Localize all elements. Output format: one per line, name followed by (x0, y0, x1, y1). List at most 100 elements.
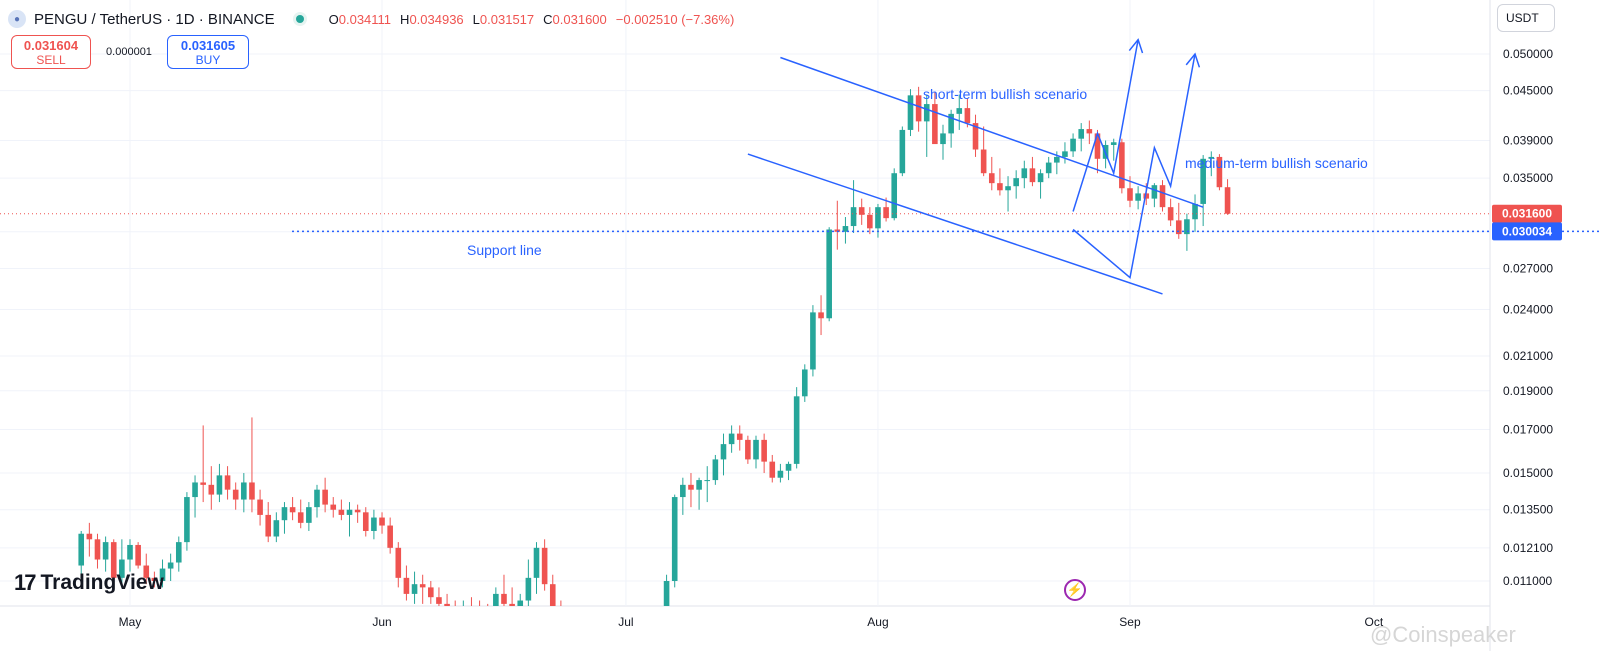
candle-body (956, 108, 963, 114)
candle-body (704, 480, 711, 482)
candle-body (696, 480, 702, 490)
candle-body (1184, 219, 1190, 235)
candle-body (549, 584, 556, 606)
candle-body (403, 577, 410, 594)
candle-body (322, 489, 328, 505)
close-value: 0.031600 (552, 11, 607, 27)
candle-body (720, 444, 727, 460)
candle-body (867, 214, 873, 229)
candle-body (354, 509, 361, 513)
candle-body (736, 433, 743, 440)
high-value: 0.034936 (409, 11, 464, 27)
candle-body (167, 562, 174, 569)
candle-body (249, 482, 255, 500)
candle-body (241, 482, 247, 500)
candle-body (1167, 207, 1174, 221)
buy-button[interactable]: 0.031605 BUY (167, 35, 249, 69)
candle-body (639, 625, 645, 629)
candle-body (517, 600, 524, 606)
low-value: 0.031517 (479, 11, 535, 27)
candle-body (899, 129, 906, 174)
support-price-badge-bg (1492, 222, 1562, 241)
candle-body (826, 229, 832, 319)
last-price-badge: 0.031600 (1502, 207, 1552, 221)
tradingview-mark-icon: 17 (14, 570, 37, 595)
candle-body (1159, 185, 1166, 208)
candle-body (1224, 187, 1231, 214)
candle-body (192, 482, 198, 498)
candle-body (159, 568, 166, 581)
candle-body (306, 507, 312, 523)
time-tick-label: Sep (1119, 615, 1141, 629)
price-tick-label: 0.039000 (1503, 133, 1553, 147)
candle-body (940, 133, 946, 145)
candle-body (135, 544, 141, 566)
price-tick-label: 0.019000 (1503, 384, 1553, 398)
candle-body (574, 621, 580, 625)
candle-body (501, 593, 507, 604)
candle-body (102, 542, 109, 560)
candle-body (379, 517, 385, 526)
price-tick-label: 0.045000 (1503, 84, 1553, 98)
price-tick-label: 0.011000 (1503, 574, 1552, 588)
time-tick-label: Oct (1365, 615, 1384, 629)
candle-body (1151, 185, 1158, 199)
candle-body (648, 621, 654, 625)
candle-body (980, 149, 987, 174)
candle-body (663, 581, 670, 606)
symbol-title[interactable]: PENGU / TetherUS · 1D · BINANCE (34, 10, 275, 28)
ohlc-values: O0.034111 H0.034936 L0.031517 C0.031600 … (328, 11, 735, 27)
candle-body (858, 207, 865, 215)
candle-body (273, 520, 280, 537)
candle-body (461, 607, 467, 614)
candle-body (143, 565, 150, 578)
candle-body (656, 618, 662, 622)
candle-body (493, 593, 499, 606)
currency-select[interactable]: USDT (1497, 4, 1555, 32)
candle-body (907, 95, 914, 130)
candle-body (1005, 186, 1011, 191)
candle-body (541, 547, 548, 585)
time-tick-label: Aug (867, 615, 888, 629)
candle-body (1175, 220, 1182, 235)
lightning-icon[interactable]: ⚡ (1064, 579, 1086, 601)
medium-term-label: medium-term bullish scenario (1185, 155, 1368, 171)
market-status-icon[interactable] (292, 12, 307, 26)
sell-button[interactable]: 0.031604 SELL (11, 35, 91, 69)
candle-body (1127, 188, 1133, 201)
candle-body (607, 621, 613, 628)
candle-body (232, 489, 239, 500)
price-tick-label: 0.027000 (1503, 261, 1553, 275)
candle-body (485, 614, 491, 617)
channel-lower-line (747, 153, 1163, 295)
price-axis[interactable]: 0.011000 0.012100 0.013500 0.015000 0.017000… (1492, 47, 1562, 588)
candle-body (972, 123, 979, 150)
candle-body (1013, 178, 1019, 187)
watermark: @Coinspeaker (1370, 622, 1516, 647)
candle-body (86, 533, 93, 540)
candle-body (1208, 156, 1215, 159)
candle-body (1200, 158, 1206, 204)
candle-body (891, 173, 898, 219)
tradingview-logo[interactable]: 17 TradingView (14, 570, 164, 595)
short-term-arrowhead (1128, 38, 1144, 54)
candle-body (745, 439, 751, 460)
candle-body (932, 104, 938, 145)
candle-body (680, 484, 686, 498)
candle-body (428, 587, 434, 598)
candle-body (224, 475, 231, 490)
candle-body (419, 584, 426, 588)
candle-body (915, 95, 922, 122)
time-axis[interactable]: May Jun Jul Aug Sep Oct (119, 615, 1384, 629)
candle-body (842, 226, 849, 232)
candle-body (444, 603, 450, 606)
annotations: short-term bullish scenario medium-term b… (0, 38, 1600, 295)
candle-body (785, 463, 792, 471)
candle-body (289, 507, 296, 513)
candle-body (110, 542, 117, 578)
candle-body (1216, 156, 1223, 188)
candle-body (964, 108, 971, 124)
candles (78, 86, 1231, 629)
candle-body (151, 577, 158, 581)
